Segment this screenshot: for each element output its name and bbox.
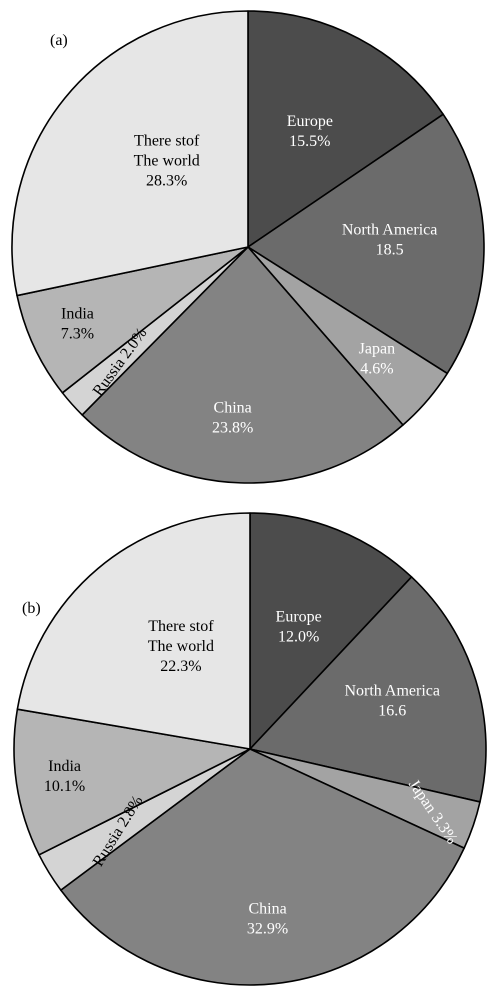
pie-a-slices <box>11 10 485 484</box>
pie-b-label-rest-of-world-line-2: 22.3% <box>160 658 201 675</box>
pie-b-label-north-america: North America 16.6 <box>344 682 440 719</box>
pie-a-label-china-line-0: China <box>214 399 252 416</box>
pie-a-label-japan-line-0: Japan <box>359 340 395 357</box>
pie-a-label-europe: Europe 15.5% <box>287 113 333 150</box>
pie-b-label-china-line-1: 32.9% <box>247 921 288 938</box>
pie-a-label-north-america: North America 18.5 <box>342 221 438 258</box>
pie-a-slice-rest-of-world <box>11 10 249 297</box>
pie-b-label-north-america-line-0: North America <box>344 682 440 699</box>
pie-a-label-china-line-1: 23.8% <box>212 419 253 436</box>
pie-a-label-india-line-1: 7.3% <box>61 325 94 342</box>
pie-b-label-europe: Europe 12.0% <box>276 609 322 646</box>
pie-a-label-japan-line-1: 4.6% <box>360 360 393 377</box>
pie-chart-a: (a) Europe 15.5% North America 18.5 Japan 4.6… <box>11 10 485 484</box>
pie-b-slice-india <box>13 708 251 856</box>
pie-a-label-rest-of-world-line-0: There stof <box>134 132 200 149</box>
pie-b-label-india: India 10.1% <box>44 758 85 795</box>
pie-a-slice-europe <box>247 10 444 248</box>
pie-a-label-japan: Japan 4.6% <box>359 340 395 377</box>
pie-b-label-china-line-0: China <box>248 901 286 918</box>
pie-b-slice-north-america <box>249 576 487 803</box>
pie-a-label-rest-of-world: There stof The world 28.3% <box>134 132 200 189</box>
pie-a-slice-china <box>81 246 404 484</box>
pie-b-slice-china <box>60 748 465 986</box>
pie-a-slice-north-america <box>247 113 485 375</box>
pie-b-slice-europe <box>249 512 413 750</box>
pie-a-label-rest-of-world-line-2: 28.3% <box>146 172 187 189</box>
pie-b-label-europe-line-0: Europe <box>276 609 322 626</box>
pie-a-label-india-line-0: India <box>61 305 94 322</box>
pie-a-label-rest-of-world-line-1: The world <box>134 152 200 169</box>
pie-b-label-rest-of-world: There stof The world 22.3% <box>148 618 214 675</box>
pie-b-label-europe-line-1: 12.0% <box>278 629 319 646</box>
pie-b-slices <box>13 512 487 986</box>
panel-label-b: (b) <box>22 600 41 617</box>
pie-b-label-china: China 32.9% <box>247 901 288 938</box>
pie-a-label-europe-line-0: Europe <box>287 113 333 130</box>
pie-b-label-north-america-line-1: 16.6 <box>378 702 406 719</box>
pie-b-slice-rest-of-world <box>16 512 251 750</box>
pie-a-label-north-america-line-1: 18.5 <box>376 241 404 258</box>
pie-a-label-india: India 7.3% <box>61 305 94 342</box>
pie-b-label-india-line-0: India <box>48 758 81 775</box>
pie-b-label-india-line-1: 10.1% <box>44 778 85 795</box>
panel-label-a: (a) <box>50 32 68 49</box>
pie-b-label-rest-of-world-line-1: The world <box>148 638 214 655</box>
pie-a-label-north-america-line-0: North America <box>342 221 438 238</box>
pie-a-label-china: China 23.8% <box>212 399 253 436</box>
pie-b-label-rest-of-world-line-0: There stof <box>148 618 214 635</box>
pie-a-label-europe-line-1: 15.5% <box>289 133 330 150</box>
